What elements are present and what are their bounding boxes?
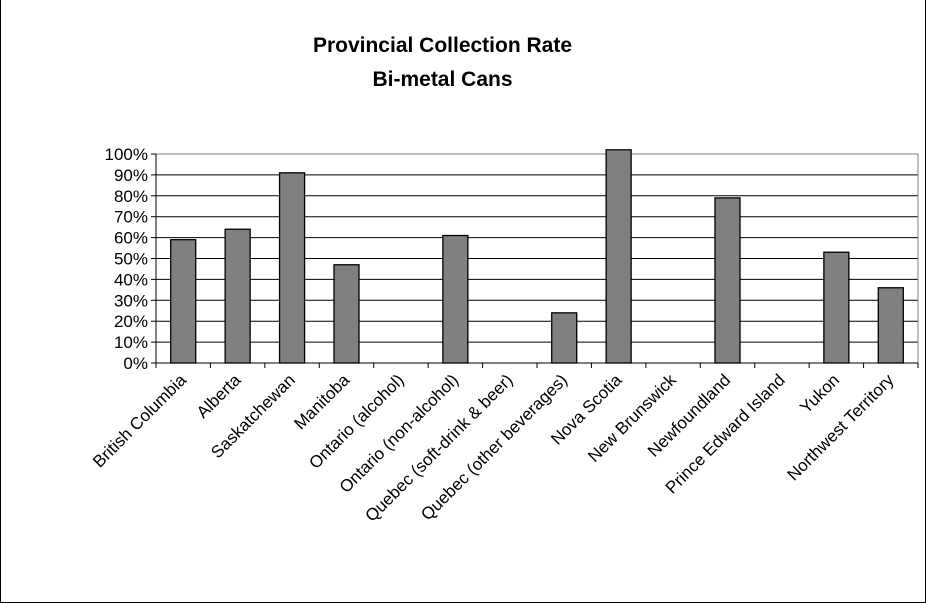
chart-subtitle: Bi-metal Cans (372, 68, 513, 91)
bar (877, 287, 904, 364)
y-tick-label: 90% (114, 166, 148, 185)
bar (333, 264, 360, 364)
x-category-label: Yukon (796, 370, 843, 417)
y-tick-label: 50% (114, 250, 148, 269)
y-tick-label: 40% (114, 270, 148, 289)
x-category-label: British Columbia (89, 370, 190, 471)
y-tick-label: 60% (114, 229, 148, 248)
y-tick-label: 80% (114, 187, 148, 206)
bar (442, 234, 469, 364)
bar (551, 312, 578, 364)
bar (823, 251, 850, 364)
frame-right-edge (925, 0, 926, 603)
y-tick-label: 0% (123, 354, 148, 373)
bar (278, 172, 306, 364)
x-category-label: Ontario (alcohol) (305, 370, 407, 472)
x-category-label: Northwest Territory (784, 370, 898, 484)
x-category-label: Alberta (193, 370, 245, 422)
y-tick-label: 70% (114, 208, 148, 227)
bar (170, 239, 197, 364)
y-tick-label: 30% (114, 291, 148, 310)
y-tick-label: 20% (114, 312, 148, 331)
y-tick-label: 100% (105, 145, 148, 164)
bar (224, 228, 251, 364)
y-tick-label: 10% (114, 333, 148, 352)
bar (714, 197, 741, 364)
bar (605, 149, 632, 364)
chart-title: Provincial Collection Rate (312, 34, 573, 57)
